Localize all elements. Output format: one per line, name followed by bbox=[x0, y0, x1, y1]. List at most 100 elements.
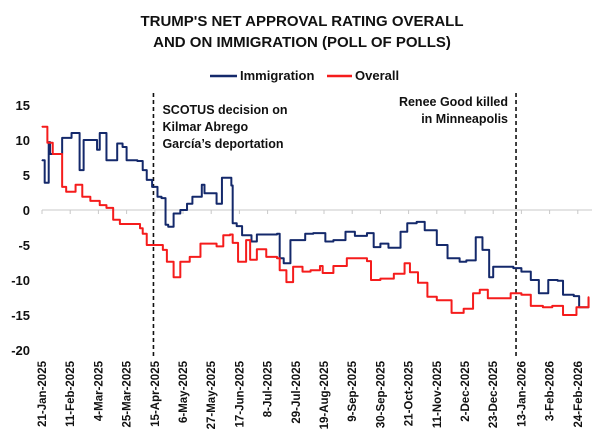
data-point-immigration bbox=[488, 276, 490, 278]
data-point-immigration bbox=[230, 184, 232, 187]
data-point-overall bbox=[265, 256, 267, 258]
data-point-overall bbox=[276, 257, 278, 259]
data-point-overall bbox=[245, 239, 247, 241]
data-point-overall bbox=[256, 248, 258, 250]
data-point-overall bbox=[52, 153, 54, 155]
x-tick-label: 2-Dec-2025 bbox=[460, 360, 472, 421]
data-point-overall bbox=[61, 186, 63, 188]
x-tick-label: 21-Oct-2025 bbox=[404, 360, 416, 426]
data-point-overall bbox=[119, 223, 121, 225]
data-point-immigration bbox=[44, 182, 46, 184]
legend-label-overall: Overall bbox=[355, 68, 399, 83]
data-point-overall bbox=[89, 200, 91, 202]
data-point-immigration bbox=[406, 222, 408, 224]
data-point-overall bbox=[436, 299, 438, 301]
data-point-overall bbox=[156, 244, 159, 246]
data-point-immigration bbox=[547, 279, 549, 281]
series-lines bbox=[41, 125, 590, 316]
data-point-immigration bbox=[465, 259, 467, 261]
data-point-immigration bbox=[520, 271, 523, 273]
data-point-overall bbox=[162, 249, 164, 251]
data-point-immigration bbox=[167, 226, 169, 228]
x-tick-label: 3-Feb-2026 bbox=[545, 361, 557, 421]
data-point-immigration bbox=[283, 262, 285, 264]
data-point-overall bbox=[41, 126, 43, 128]
data-point-immigration bbox=[304, 233, 306, 235]
data-point-immigration bbox=[312, 232, 314, 234]
data-point-overall bbox=[199, 243, 202, 245]
data-point-immigration bbox=[215, 203, 218, 205]
data-point-immigration bbox=[250, 240, 253, 243]
chart-title-line-1: TRUMP'S NET APPROVAL RATING OVERALL bbox=[140, 13, 463, 30]
data-point-overall bbox=[215, 245, 218, 247]
y-tick-label: 15 bbox=[16, 98, 30, 113]
data-point-overall bbox=[46, 142, 48, 144]
data-point-immigration bbox=[228, 177, 230, 179]
x-tick-label: 29-Jul-2025 bbox=[291, 360, 303, 423]
data-point-overall bbox=[409, 271, 411, 273]
data-point-immigration bbox=[203, 192, 206, 194]
data-point-immigration bbox=[366, 232, 368, 234]
data-point-overall bbox=[139, 227, 141, 229]
data-point-overall bbox=[487, 297, 489, 299]
data-point-overall bbox=[173, 276, 175, 278]
data-point-overall bbox=[366, 260, 368, 262]
x-tick-label: 9-Sep-2025 bbox=[347, 360, 359, 421]
data-point-overall bbox=[146, 244, 148, 246]
data-point-overall bbox=[322, 272, 324, 274]
x-tick-label: 19-Aug-2025 bbox=[319, 360, 331, 429]
y-tick-label: -15 bbox=[11, 308, 30, 323]
y-tick-label: 0 bbox=[23, 203, 30, 218]
data-point-immigration bbox=[186, 203, 188, 205]
x-tick-label: 17-Jun-2025 bbox=[234, 360, 246, 427]
data-point-immigration bbox=[354, 235, 356, 237]
data-point-immigration bbox=[179, 209, 181, 211]
data-point-immigration bbox=[324, 240, 326, 243]
data-point-immigration bbox=[146, 179, 148, 181]
data-point-immigration bbox=[151, 186, 153, 188]
data-point-overall bbox=[426, 296, 428, 298]
y-axis: 15 10 5 0 -5 -10 -15 -20 bbox=[11, 98, 30, 358]
data-point-immigration bbox=[424, 229, 426, 231]
data-point-overall bbox=[562, 314, 564, 316]
data-point-immigration bbox=[156, 196, 159, 198]
data-point-immigration bbox=[96, 149, 98, 151]
data-point-overall bbox=[510, 292, 512, 294]
data-point-immigration bbox=[164, 224, 167, 226]
data-point-immigration bbox=[379, 243, 381, 245]
data-point-overall bbox=[551, 305, 553, 307]
x-tick-label: 8-Jul-2025 bbox=[263, 360, 275, 417]
data-point-immigration bbox=[41, 159, 43, 161]
x-tick-label: 6-May-2025 bbox=[178, 360, 190, 423]
data-point-immigration bbox=[173, 212, 175, 215]
data-point-immigration bbox=[436, 244, 438, 246]
y-tick-label: -20 bbox=[11, 343, 30, 358]
data-point-immigration bbox=[256, 233, 258, 236]
data-point-overall bbox=[112, 219, 114, 221]
x-axis-zero-line bbox=[41, 209, 592, 214]
data-point-immigration bbox=[195, 196, 198, 198]
data-point-immigration bbox=[236, 225, 238, 227]
data-point-immigration bbox=[459, 261, 461, 263]
data-point-overall bbox=[130, 223, 132, 225]
data-point-overall bbox=[502, 297, 504, 299]
data-point-immigration bbox=[211, 192, 214, 194]
data-point-immigration bbox=[485, 249, 488, 251]
data-point-overall bbox=[65, 191, 67, 193]
data-point-immigration bbox=[116, 142, 118, 145]
x-tick-label: 4-Mar-2025 bbox=[93, 360, 105, 421]
data-point-immigration bbox=[104, 132, 106, 134]
data-point-immigration bbox=[538, 292, 540, 294]
data-point-overall bbox=[370, 279, 372, 281]
data-point-overall bbox=[229, 233, 231, 236]
data-point-overall bbox=[292, 266, 294, 268]
data-point-immigration bbox=[76, 132, 78, 134]
data-point-immigration bbox=[399, 231, 402, 233]
x-tick-label: 23-Dec-2025 bbox=[488, 360, 500, 428]
y-tick-label: -10 bbox=[11, 273, 30, 288]
event-annotations: SCOTUS decision on Kilmar Abrego García’s … bbox=[152, 93, 517, 356]
data-point-overall bbox=[222, 234, 224, 236]
data-point-overall bbox=[393, 273, 395, 275]
event-annotation-text: García’s deportation bbox=[162, 137, 283, 151]
